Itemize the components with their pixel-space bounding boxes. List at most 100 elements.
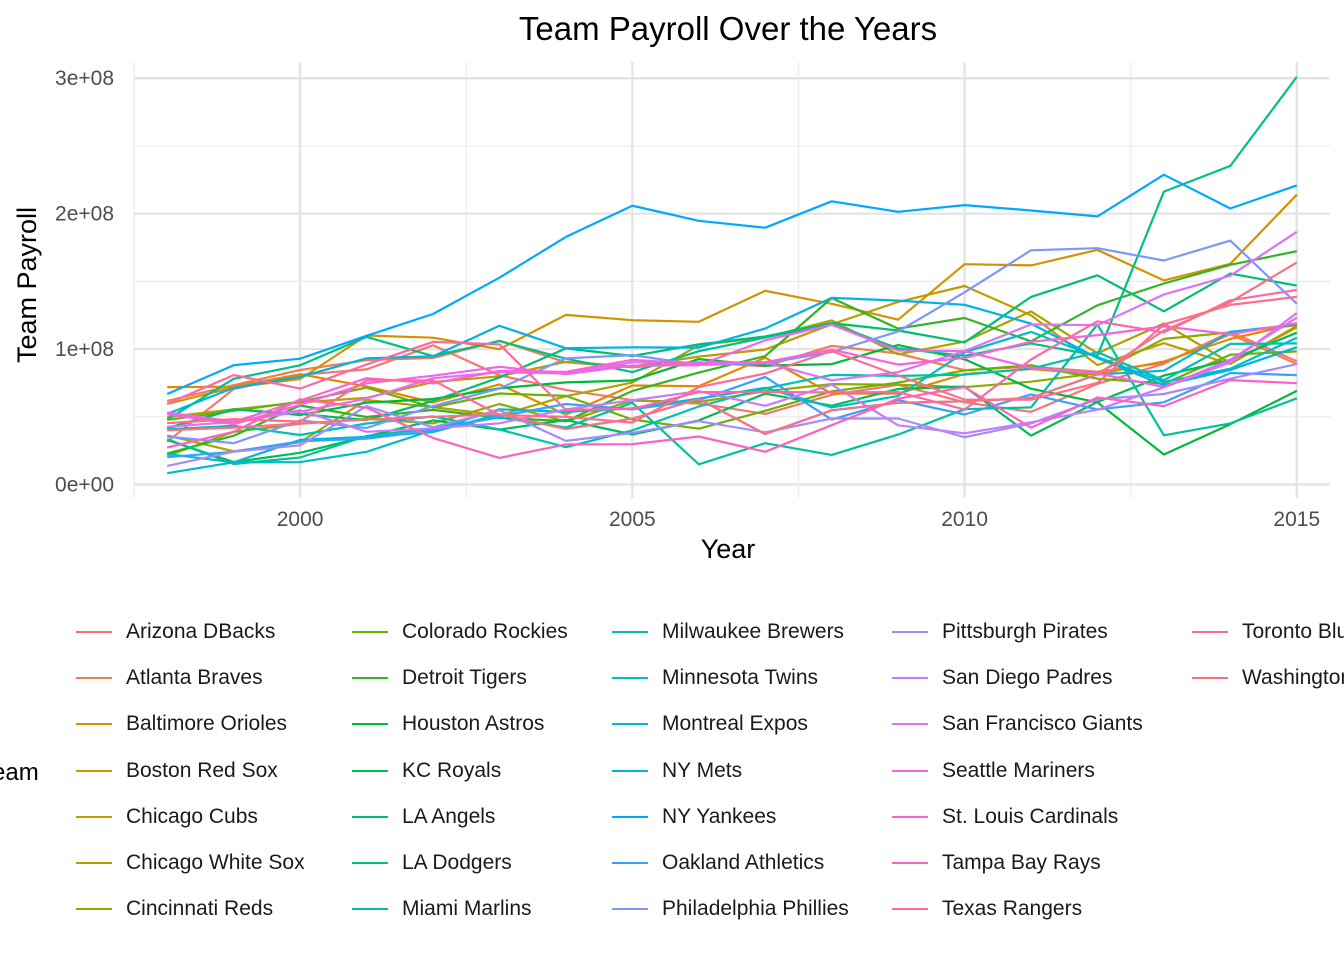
legend-label: Houston Astros — [402, 712, 545, 736]
legend-key-line — [352, 862, 388, 864]
y-tick-label: 3e+08 — [55, 67, 114, 90]
y-tick-label: 1e+08 — [55, 338, 114, 361]
legend-key-line — [76, 908, 112, 911]
legend-label: San Diego Padres — [942, 666, 1113, 690]
legend-key-line — [76, 769, 112, 772]
legend-key-line — [352, 677, 388, 680]
legend-key-line — [76, 631, 112, 633]
legend-key-line — [76, 815, 112, 818]
legend-label: Seattle Mariners — [942, 758, 1095, 782]
legend-label: Chicago White Sox — [126, 851, 305, 874]
series-line — [167, 350, 1297, 430]
legend-item: Detroit Tigers — [346, 663, 527, 693]
legend-item: Tampa Bay Rays — [886, 848, 1101, 878]
legend-key-line — [352, 769, 388, 772]
legend-label: Cincinnati Reds — [126, 897, 274, 921]
x-tick-label: 2015 — [1273, 508, 1320, 531]
legend-item: Baltimore Orioles — [70, 709, 287, 739]
legend-item: LA Dodgers — [346, 848, 512, 878]
legend-key-line — [612, 769, 648, 772]
legend-item: St. Louis Cardinals — [886, 802, 1118, 832]
legend-item: Colorado Rockies — [346, 617, 568, 647]
legend-label: Washington Nationals — [1242, 666, 1344, 690]
series-line — [166, 379, 1297, 459]
series-line — [167, 261, 1298, 436]
legend-label: Baltimore Orioles — [126, 712, 288, 736]
series-line — [166, 173, 1298, 396]
series-line — [167, 322, 1297, 423]
y-tick-label: 0e+00 — [55, 473, 114, 496]
legend-label: Tampa Bay Rays — [942, 851, 1101, 874]
legend-label: Pittsburgh Pirates — [942, 620, 1108, 643]
legend-item: Cincinnati Reds — [70, 894, 273, 924]
legend-label: Milwaukee Brewers — [662, 620, 845, 643]
legend-label: St. Louis Cardinals — [942, 804, 1119, 828]
legend-label: Philadelphia Phillies — [662, 897, 849, 921]
legend-label: Minnesota Twins — [662, 666, 819, 690]
legend-item: Pittsburgh Pirates — [886, 617, 1108, 647]
series-line — [166, 296, 1298, 415]
legend-label: LA Angels — [402, 804, 496, 828]
legend-item: Chicago White Sox — [70, 848, 305, 878]
legend-label: Toronto Blue Jays — [1242, 620, 1344, 643]
legend-item: Washington Nationals — [1186, 663, 1344, 693]
series-line — [167, 312, 1298, 435]
legend: Team Arizona DBacks Atlanta Braves Baltimo… — [0, 608, 1344, 948]
x-tick-label: 2010 — [941, 508, 988, 531]
legend-key-line — [352, 908, 388, 911]
legend-item: Milwaukee Brewers — [606, 617, 844, 647]
x-tick-label: 2000 — [277, 508, 324, 531]
legend-item: Oakland Athletics — [606, 848, 824, 878]
legend-key-line — [76, 862, 112, 864]
y-axis-ticks: 0e+00 1e+08 2e+08 3e+08 — [55, 67, 114, 496]
legend-key-line — [76, 677, 112, 680]
legend-key-line — [892, 631, 928, 633]
legend-item: Chicago Cubs — [70, 802, 258, 832]
legend-item: Texas Rangers — [886, 894, 1082, 924]
legend-item: Miami Marlins — [346, 894, 532, 924]
legend-item: Toronto Blue Jays — [1186, 617, 1344, 647]
legend-item: Atlanta Braves — [70, 663, 263, 693]
chart-title: Team Payroll Over the Years — [519, 10, 937, 47]
legend-key-line — [612, 677, 648, 680]
x-axis-label: Year — [701, 534, 756, 564]
legend-label: Detroit Tigers — [402, 666, 527, 690]
legend-item: San Diego Padres — [886, 663, 1112, 693]
y-tick-label: 2e+08 — [55, 203, 114, 226]
legend-label: Boston Red Sox — [126, 758, 278, 782]
legend-key-line — [612, 862, 648, 864]
legend-title: Team — [0, 759, 39, 786]
legend-key-line — [1192, 677, 1228, 680]
legend-item: NY Mets — [606, 756, 742, 786]
legend-label: Colorado Rockies — [402, 620, 568, 643]
legend-key-line — [612, 723, 648, 726]
x-axis-ticks: 2000 2005 2010 2015 — [277, 508, 1320, 531]
legend-key-line — [892, 908, 928, 911]
legend-label: Texas Rangers — [942, 897, 1083, 921]
legend-item: Minnesota Twins — [606, 663, 818, 693]
y-axis-label: Team Payroll — [12, 207, 42, 363]
legend-key-line — [352, 723, 388, 726]
legend-key-line — [76, 723, 112, 726]
series-lines — [166, 76, 1298, 475]
series-line — [166, 288, 1297, 411]
major-gridlines — [134, 62, 1330, 498]
legend-label: NY Mets — [662, 758, 743, 782]
legend-item: San Francisco Giants — [886, 709, 1143, 739]
x-tick-label: 2005 — [609, 508, 656, 531]
legend-label: Arizona DBacks — [126, 620, 276, 643]
legend-item: Arizona DBacks — [70, 617, 275, 647]
legend-label: LA Dodgers — [402, 851, 512, 874]
series-line — [167, 330, 1298, 464]
legend-key-line — [352, 631, 388, 633]
legend-item: KC Royals — [346, 756, 501, 786]
series-line — [167, 371, 1297, 459]
line-chart: 0e+00 1e+08 2e+08 3e+08 2000 2005 2010 2015 Te… — [12, 10, 1330, 564]
legend-item: Boston Red Sox — [70, 756, 278, 786]
legend-key-line — [612, 631, 648, 633]
legend-label: Chicago Cubs — [126, 804, 258, 828]
legend-key-line — [892, 862, 928, 864]
legend-key-line — [1192, 631, 1228, 633]
legend-label: Atlanta Braves — [126, 666, 263, 690]
legend-label: San Francisco Giants — [942, 712, 1143, 736]
